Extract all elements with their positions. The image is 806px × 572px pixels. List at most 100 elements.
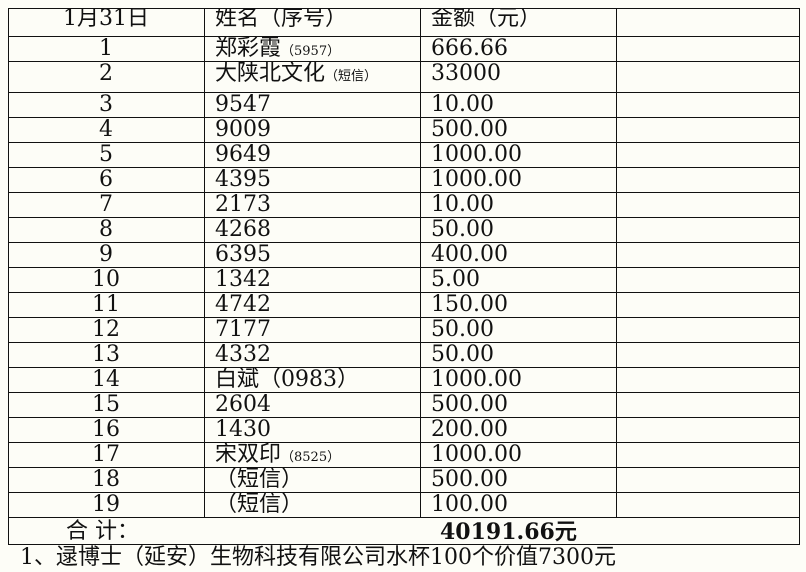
row-number: 15 bbox=[8, 393, 205, 418]
empty-cell bbox=[617, 443, 800, 468]
amount: 33000 bbox=[421, 62, 617, 93]
name-cell: 9649 bbox=[205, 143, 421, 168]
row-number: 8 bbox=[8, 218, 205, 243]
footer-note: 1、逯博士（延安）生物科技有限公司水杯100个价值7300元 bbox=[20, 545, 616, 570]
row-number: 10 bbox=[8, 268, 205, 293]
amount: 5.00 bbox=[421, 268, 617, 293]
name: 4332 bbox=[215, 343, 271, 367]
name: 4395 bbox=[215, 168, 271, 192]
name-cell: 1342 bbox=[205, 268, 421, 293]
name-cell: 郑彩霞（5957） bbox=[205, 37, 421, 62]
name-note: （8525） bbox=[281, 450, 341, 465]
name: （短信） bbox=[215, 493, 304, 517]
amount: 500.00 bbox=[421, 468, 617, 493]
name-cell: 9547 bbox=[205, 93, 421, 118]
amount: 50.00 bbox=[421, 318, 617, 343]
empty-cell bbox=[617, 418, 800, 443]
empty-cell bbox=[617, 468, 800, 493]
name-cell: 4742 bbox=[205, 293, 421, 318]
name-cell: 2173 bbox=[205, 193, 421, 218]
name-note: （短信） bbox=[325, 69, 378, 84]
name: 1430 bbox=[215, 418, 271, 442]
row-number: 9 bbox=[8, 243, 205, 268]
empty-cell bbox=[617, 193, 800, 218]
name: 1342 bbox=[215, 268, 271, 292]
row-number: 4 bbox=[8, 118, 205, 143]
header-cell: 金额（元） bbox=[421, 8, 617, 37]
amount: 666.66 bbox=[421, 37, 617, 62]
name: 7177 bbox=[215, 318, 271, 342]
name-cell: 2604 bbox=[205, 393, 421, 418]
name: 大陕北文化 bbox=[215, 62, 326, 86]
header-cell: 姓名（序号） bbox=[205, 8, 421, 37]
empty-cell bbox=[617, 318, 800, 343]
amount: 10.00 bbox=[421, 193, 617, 218]
name-cell: 9009 bbox=[205, 118, 421, 143]
empty-cell bbox=[617, 243, 800, 268]
row-number: 7 bbox=[8, 193, 205, 218]
row-number: 5 bbox=[8, 143, 205, 168]
empty-cell bbox=[617, 293, 800, 318]
name-cell: 6395 bbox=[205, 243, 421, 268]
name-note: （5957） bbox=[281, 44, 341, 59]
row-number: 19 bbox=[8, 493, 205, 518]
name: 2604 bbox=[215, 393, 271, 417]
row-number: 2 bbox=[8, 62, 205, 93]
name-cell: 1430 bbox=[205, 418, 421, 443]
name: 9547 bbox=[215, 93, 271, 117]
name: 4742 bbox=[215, 293, 271, 317]
total-amount: 40191.66元 bbox=[440, 519, 577, 545]
empty-cell bbox=[617, 143, 800, 168]
row-number: 3 bbox=[8, 93, 205, 118]
name-cell: （短信） bbox=[205, 493, 421, 518]
empty-cell bbox=[617, 493, 800, 518]
empty-cell bbox=[617, 218, 800, 243]
row-number: 14 bbox=[8, 368, 205, 393]
name: 2173 bbox=[215, 193, 271, 217]
amount: 1000.00 bbox=[421, 443, 617, 468]
name-cell: 4332 bbox=[205, 343, 421, 368]
total-label: 合 计： bbox=[66, 519, 139, 544]
row-number: 13 bbox=[8, 343, 205, 368]
amount: 50.00 bbox=[421, 343, 617, 368]
amount: 1000.00 bbox=[421, 368, 617, 393]
amount: 1000.00 bbox=[421, 168, 617, 193]
name-cell: （短信） bbox=[205, 468, 421, 493]
amount: 10.00 bbox=[421, 93, 617, 118]
row-number: 12 bbox=[8, 318, 205, 343]
name: 6395 bbox=[215, 243, 271, 267]
header-cell bbox=[617, 8, 800, 37]
amount: 100.00 bbox=[421, 493, 617, 518]
name-cell: 宋双印（8525） bbox=[205, 443, 421, 468]
name: 9649 bbox=[215, 143, 271, 167]
amount: 200.00 bbox=[421, 418, 617, 443]
name: 白斌（0983） bbox=[215, 368, 359, 392]
name-cell: 7177 bbox=[205, 318, 421, 343]
amount: 50.00 bbox=[421, 218, 617, 243]
header-cell: 1月31日 bbox=[8, 8, 205, 37]
empty-cell bbox=[617, 118, 800, 143]
name: 9009 bbox=[215, 118, 271, 142]
row-number: 17 bbox=[8, 443, 205, 468]
name-cell: 4395 bbox=[205, 168, 421, 193]
amount: 500.00 bbox=[421, 118, 617, 143]
row-number: 18 bbox=[8, 468, 205, 493]
name: 4268 bbox=[215, 218, 271, 242]
empty-cell bbox=[617, 343, 800, 368]
empty-cell bbox=[617, 268, 800, 293]
name: （短信） bbox=[215, 468, 304, 492]
amount: 400.00 bbox=[421, 243, 617, 268]
amount: 500.00 bbox=[421, 393, 617, 418]
empty-cell bbox=[617, 62, 800, 93]
name: 郑彩霞 bbox=[215, 37, 282, 61]
row-number: 1 bbox=[8, 37, 205, 62]
row-number: 16 bbox=[8, 418, 205, 443]
amount: 1000.00 bbox=[421, 143, 617, 168]
name-cell: 大陕北文化（短信） bbox=[205, 62, 421, 93]
name-cell: 4268 bbox=[205, 218, 421, 243]
row-number: 6 bbox=[8, 168, 205, 193]
row-number: 11 bbox=[8, 293, 205, 318]
empty-cell bbox=[617, 393, 800, 418]
empty-cell bbox=[617, 368, 800, 393]
